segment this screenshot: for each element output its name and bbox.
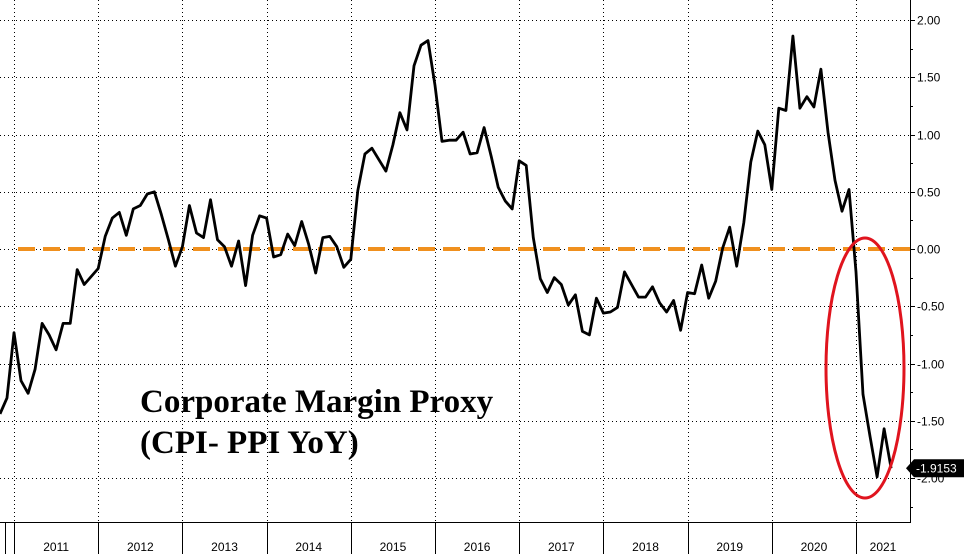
y-tick-label: 0.50 (917, 186, 941, 200)
x-tick-label: 2015 (380, 540, 407, 554)
x-tick-label: 2018 (632, 540, 659, 554)
y-tick-label: -0.50 (917, 300, 945, 314)
x-tick-label: 2016 (464, 540, 491, 554)
y-tick-label: 2.00 (917, 14, 941, 28)
y-axis-ticks: 2.001.501.000.500.00-0.50-1.00-1.50-2.00 (910, 14, 945, 508)
x-axis-ticks: 2011 2012 2013 2014 2015 2016 2017 2018 2019 2020… (5, 522, 897, 554)
chart-title-line-2: (CPI- PPI YoY) (140, 425, 359, 461)
x-tick-label: 2019 (716, 540, 743, 554)
y-tick-label: 0.00 (917, 243, 941, 257)
axes (0, 0, 911, 523)
x-tick-label: 2012 (127, 540, 154, 554)
last-value-badge: -1.9153 (906, 459, 964, 478)
highlight-ellipse (824, 236, 906, 500)
x-tick-label: 2020 (801, 540, 828, 554)
x-tick-label: 2013 (211, 540, 238, 554)
x-tick-label: 2014 (295, 540, 322, 554)
y-tick-label: -1.00 (917, 358, 945, 372)
chart-title-line-1: Corporate Margin Proxy (140, 384, 494, 420)
x-tick-label: 2017 (548, 540, 575, 554)
x-tick-label: 2021 (870, 540, 897, 554)
last-value-label: -1.9153 (916, 461, 957, 475)
x-tick-label: 2011 (43, 540, 69, 554)
y-tick-label: -1.50 (917, 415, 945, 429)
gridlines (0, 0, 910, 522)
y-tick-label: 1.00 (917, 129, 941, 143)
y-tick-label: 1.50 (917, 71, 941, 85)
last-value-badge-shape (906, 459, 964, 478)
series-line (0, 34, 893, 479)
